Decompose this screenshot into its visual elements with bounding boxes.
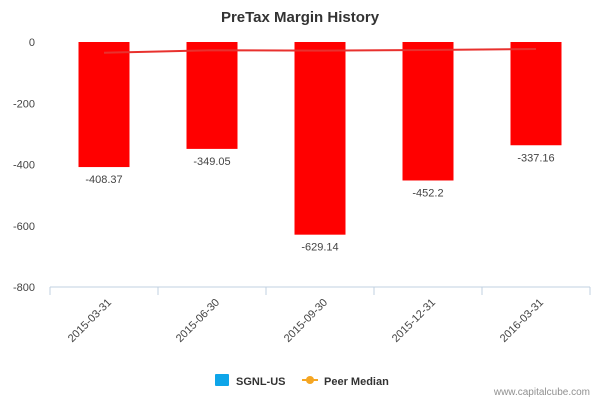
chart-title: PreTax Margin History [221, 9, 380, 26]
data-label-2015-09-30: -629.14 [301, 242, 338, 254]
y-tick-label: -200 [13, 98, 35, 110]
bar-2016-03-31 [510, 42, 562, 146]
y-tick-label: -800 [13, 282, 35, 294]
bar-2015-03-31 [78, 42, 130, 168]
y-axis: 0 -200 -400 -600 -800 [13, 37, 35, 294]
x-axis: 2015-03-31 2015-06-30 2015-09-30 2015-12-31… [49, 286, 591, 345]
legend-item-peer-median[interactable]: Peer Median [302, 376, 389, 388]
x-tick-label: 2015-09-30 [282, 297, 330, 345]
legend-item-sgnl-us[interactable]: SGNL-US [215, 374, 286, 388]
bar-2015-12-31 [402, 42, 454, 181]
legend-marker-peer-median [306, 376, 314, 384]
legend[interactable]: SGNL-US Peer Median [215, 374, 389, 388]
x-tick-label: 2015-03-31 [66, 297, 114, 345]
x-tick-label: 2015-12-31 [390, 297, 438, 345]
y-tick-label: -600 [13, 221, 35, 233]
legend-label-peer-median: Peer Median [324, 376, 389, 388]
credit-text: www.capitalcube.com [493, 387, 590, 398]
x-tick-label: 2015-06-30 [174, 297, 222, 345]
bar-2015-09-30 [294, 42, 346, 235]
peer-median-line [103, 48, 537, 54]
bar-2015-06-30 [186, 42, 238, 149]
data-label-2015-12-31: -452.2 [412, 187, 443, 199]
y-tick-label: 0 [29, 37, 35, 49]
data-label-2015-06-30: -349.05 [193, 156, 230, 168]
y-tick-label: -400 [13, 160, 35, 172]
data-label-2015-03-31: -408.37 [85, 174, 122, 186]
x-tick-label: 2016-03-31 [498, 297, 546, 345]
data-label-2016-03-31: -337.16 [517, 152, 554, 164]
line-series-peer-median [103, 48, 537, 54]
legend-label-sgnl-us: SGNL-US [236, 376, 286, 388]
bar-series-sgnl-us: -408.37 -349.05 -629.14 -452.2 -337.16 [78, 42, 562, 254]
legend-swatch-sgnl-us [215, 374, 229, 386]
